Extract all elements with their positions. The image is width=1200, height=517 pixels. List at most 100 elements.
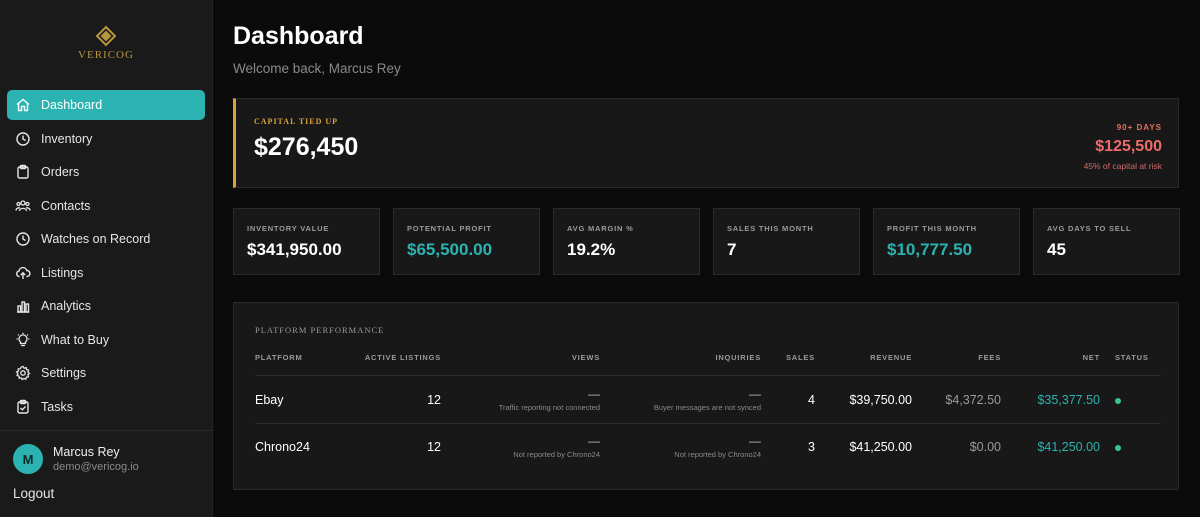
sidebar-item-settings[interactable]: Settings — [7, 358, 205, 388]
column-header-active-listings: ACTIVE LISTINGS — [364, 353, 441, 362]
stat-label: AVG MARGIN % — [567, 224, 634, 233]
logo-mark-icon — [95, 25, 117, 47]
clock-icon — [15, 131, 31, 147]
stat-card-sales-this-month: SALES THIS MONTH 7 — [713, 208, 860, 275]
inquiries-value: — — [749, 434, 761, 448]
sidebar-item-inventory[interactable]: Inventory — [7, 124, 205, 154]
sidebar-item-orders[interactable]: Orders — [7, 157, 205, 187]
platform-name: Ebay — [255, 393, 284, 407]
user-email: demo@vericog.io — [53, 461, 139, 473]
stat-value: 7 — [727, 240, 737, 259]
user-name: Marcus Rey — [53, 445, 120, 459]
page-subtitle: Welcome back, Marcus Rey — [233, 61, 401, 76]
sidebar-nav: Dashboard Inventory Orders Contacts — [0, 80, 212, 422]
logout-button[interactable]: Logout — [13, 486, 55, 501]
stat-label: INVENTORY VALUE — [247, 224, 330, 233]
fees-value: $0.00 — [969, 440, 1001, 454]
views-value: — — [588, 434, 600, 448]
stat-card-inventory-value: INVENTORY VALUE $341,950.00 — [233, 208, 380, 275]
net-value: $35,377.50 — [1037, 393, 1100, 407]
column-header-revenue: REVENUE — [870, 353, 912, 362]
sidebar-item-label: Watches on Record — [41, 232, 151, 246]
main-content: Dashboard Welcome back, Marcus Rey CAPIT… — [213, 0, 1200, 517]
clipboard-check-icon — [15, 399, 31, 415]
sidebar-item-what-to-buy[interactable]: What to Buy — [7, 325, 205, 355]
gear-icon — [15, 365, 31, 381]
capital-tied-up-card: CAPITAL TIED UP $276,450 90+ DAYS $125,5… — [233, 98, 1179, 188]
stat-value: 19.2% — [567, 240, 616, 259]
stat-card-profit-this-month: PROFIT THIS MONTH $10,777.50 — [873, 208, 1020, 275]
bar-chart-icon — [15, 298, 31, 314]
column-header-inquiries: INQUIRIES — [715, 353, 761, 362]
column-header-fees: FEES — [978, 353, 1001, 362]
net-value: $41,250.00 — [1037, 440, 1100, 454]
lightbulb-icon — [15, 332, 31, 348]
sidebar-item-label: Inventory — [41, 131, 93, 146]
sales-count: 3 — [808, 440, 815, 454]
sales-count: 4 — [808, 393, 815, 407]
status-indicator — [1115, 398, 1121, 404]
stats-row: INVENTORY VALUE $341,950.00 POTENTIAL PR… — [233, 208, 1180, 275]
stat-card-avg-days-to-sell: AVG DAYS TO SELL 45 — [1033, 208, 1180, 275]
aged-inventory-label: 90+ DAYS — [1116, 123, 1162, 132]
sidebar-item-dashboard[interactable]: Dashboard — [7, 90, 205, 120]
sidebar-item-label: Settings — [41, 366, 87, 380]
sidebar-item-watches-on-record[interactable]: Watches on Record — [7, 224, 205, 254]
sidebar-item-label: What to Buy — [41, 332, 110, 347]
inquiries-value: — — [749, 387, 761, 401]
stat-card-avg-margin: AVG MARGIN % 19.2% — [553, 208, 700, 275]
sidebar-item-label: Analytics — [41, 299, 92, 313]
inquiries-note: Buyer messages are not synced — [653, 403, 761, 412]
brand-name: VERICOG — [78, 49, 134, 61]
sidebar: VERICOG Dashboard Inventory Orders — [0, 0, 213, 517]
platform-performance-card: PLATFORM PERFORMANCE PLATFORM ACTIVE LIS… — [233, 302, 1179, 490]
capital-label: CAPITAL TIED UP — [254, 117, 339, 126]
capital-at-risk-note: 45% of capital at risk — [1083, 161, 1162, 171]
stat-label: AVG DAYS TO SELL — [1047, 224, 1132, 233]
stat-label: PROFIT THIS MONTH — [887, 224, 977, 233]
stat-label: POTENTIAL PROFIT — [407, 224, 492, 233]
page-title: Dashboard — [233, 22, 364, 50]
revenue-value: $41,250.00 — [849, 440, 912, 454]
stat-value: $10,777.50 — [887, 240, 973, 259]
stat-value: 45 — [1047, 240, 1066, 259]
user-profile[interactable]: M Marcus Rey demo@vericog.io — [13, 444, 139, 474]
section-title: PLATFORM PERFORMANCE — [255, 325, 385, 335]
users-icon — [15, 198, 31, 214]
views-note: Traffic reporting not connected — [498, 403, 600, 412]
fees-value: $4,372.50 — [945, 393, 1001, 407]
sidebar-item-analytics[interactable]: Analytics — [7, 291, 205, 321]
capital-value: $276,450 — [254, 133, 359, 161]
brand-logo[interactable]: VERICOG — [0, 0, 212, 80]
platform-name: Chrono24 — [255, 440, 310, 454]
status-indicator — [1115, 445, 1121, 451]
stat-label: SALES THIS MONTH — [727, 224, 814, 233]
stat-value: $341,950.00 — [247, 240, 342, 259]
column-header-views: VIEWS — [571, 353, 600, 362]
active-listings: 12 — [427, 393, 441, 407]
table-divider — [255, 423, 1161, 424]
sidebar-item-label: Contacts — [41, 198, 91, 213]
avatar: M — [13, 444, 43, 474]
stat-card-potential-profit: POTENTIAL PROFIT $65,500.00 — [393, 208, 540, 275]
column-header-status: STATUS — [1115, 353, 1149, 362]
views-note: Not reported by Chrono24 — [513, 450, 600, 459]
inquiries-note: Not reported by Chrono24 — [674, 450, 761, 459]
clipboard-icon — [15, 164, 31, 180]
column-header-sales: SALES — [785, 353, 815, 362]
column-header-platform: PLATFORM — [255, 353, 303, 362]
cloud-upload-icon — [15, 265, 31, 281]
active-listings: 12 — [427, 440, 441, 454]
sidebar-item-label: Listings — [41, 265, 84, 280]
revenue-value: $39,750.00 — [849, 393, 912, 407]
home-icon — [15, 97, 31, 113]
sidebar-item-label: Orders — [41, 165, 80, 179]
aged-inventory-value: $125,500 — [1095, 138, 1162, 155]
sidebar-divider — [0, 430, 212, 431]
sidebar-item-listings[interactable]: Listings — [7, 258, 205, 288]
column-header-net: NET — [1082, 353, 1100, 362]
sidebar-item-label: Dashboard — [41, 98, 103, 112]
sidebar-item-contacts[interactable]: Contacts — [7, 191, 205, 221]
table-divider — [255, 375, 1161, 376]
sidebar-item-tasks[interactable]: Tasks — [7, 392, 205, 422]
